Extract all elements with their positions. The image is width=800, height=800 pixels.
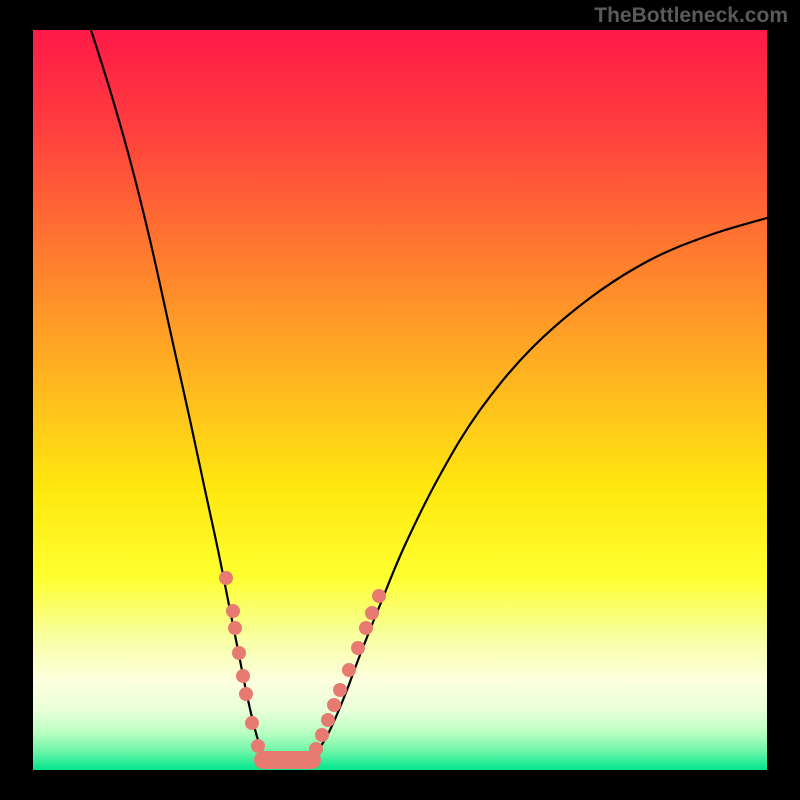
data-marker — [219, 571, 233, 585]
data-marker — [226, 604, 240, 618]
chart-container — [0, 0, 800, 800]
data-marker — [236, 669, 250, 683]
data-marker — [342, 663, 356, 677]
data-marker — [321, 713, 335, 727]
data-marker — [372, 589, 386, 603]
data-marker — [239, 687, 253, 701]
watermark-text: TheBottleneck.com — [594, 4, 788, 28]
data-marker — [333, 683, 347, 697]
data-marker — [232, 646, 246, 660]
data-marker — [228, 621, 242, 635]
data-marker — [245, 716, 259, 730]
data-marker — [359, 621, 373, 635]
data-marker — [351, 641, 365, 655]
data-marker — [315, 728, 329, 742]
data-marker — [327, 698, 341, 712]
bottleneck-chart — [0, 0, 800, 800]
data-marker — [365, 606, 379, 620]
data-marker — [251, 739, 265, 753]
